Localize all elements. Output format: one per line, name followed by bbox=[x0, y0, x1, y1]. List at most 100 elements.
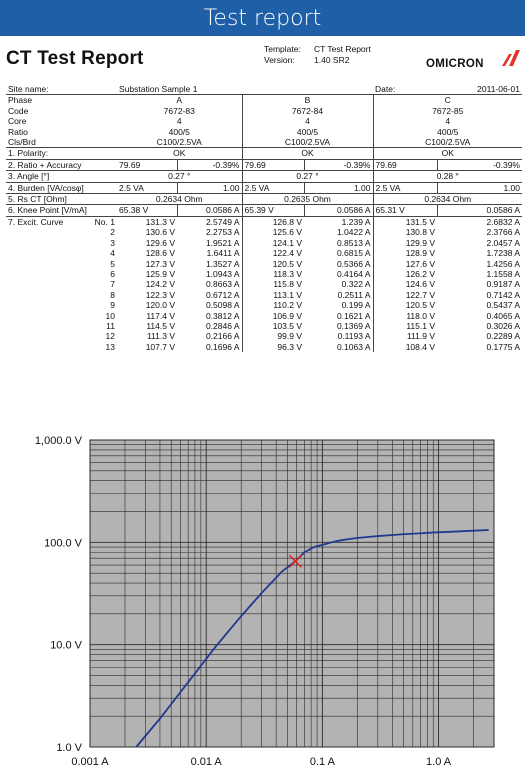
cell: 79.69 bbox=[117, 158, 177, 171]
cell: 127.3 V bbox=[145, 258, 175, 269]
row-label: Core bbox=[8, 116, 27, 127]
cell: 1.0943 A bbox=[205, 268, 240, 279]
row-label: Phase bbox=[6, 94, 117, 106]
cell: OK bbox=[117, 147, 242, 160]
cell: -0.39% bbox=[436, 158, 522, 171]
cell: 1.1558 A bbox=[486, 268, 520, 279]
cell: 113.1 V bbox=[241, 289, 304, 301]
row-label: 7 bbox=[110, 279, 115, 290]
row-label: 5 bbox=[110, 258, 115, 269]
omicron-logo: OMICRON bbox=[426, 50, 520, 72]
row-label: 9 bbox=[110, 300, 115, 311]
cell: 0.0586 A bbox=[436, 204, 522, 217]
table-row: Phase A B C bbox=[6, 94, 522, 106]
template-info: Template: CT Test Report Version: 1.40 SR2 bbox=[264, 44, 371, 66]
cell: 131.3 V bbox=[117, 215, 177, 228]
excitation-table: 7. Excit. Curve No. 1 131.3 V 2.5749 A 126.8… bbox=[6, 215, 522, 353]
cell: 0.2166 A bbox=[205, 331, 240, 342]
cell: 124.6 V bbox=[372, 279, 437, 290]
report-title: CT Test Report bbox=[6, 48, 144, 69]
cell: 118.3 V bbox=[241, 268, 304, 280]
excitation-curve-line bbox=[135, 529, 489, 748]
cell: 1.4256 A bbox=[486, 258, 520, 269]
results-table: Site name: Substation Sample 1 Date: 201… bbox=[6, 84, 522, 353]
cell: 7672-84 bbox=[241, 105, 373, 117]
cell: 0.2846 A bbox=[205, 320, 240, 331]
cell: 0.5437 A bbox=[486, 300, 520, 311]
cell: 1.00 bbox=[436, 181, 522, 194]
table-row: Core 4 4 4 bbox=[6, 116, 522, 127]
cell: 110.2 V bbox=[241, 300, 304, 311]
cell: 0.5366 A bbox=[336, 258, 371, 269]
table-row: 2. Ratio + Accuracy 79.69 -0.39% 79.69 -… bbox=[6, 158, 522, 171]
cell: 1.00 bbox=[176, 181, 242, 194]
cell: -0.39% bbox=[176, 158, 242, 171]
cell: 1.7238 A bbox=[486, 248, 520, 259]
table-row: 1. Polarity: OK OK OK bbox=[6, 147, 522, 160]
excitation-row: 8 122.3 V 0.6712 A 113.1 V 0.2511 A 122.7 V 0.… bbox=[6, 289, 522, 301]
row-label: 2. Ratio + Accuracy bbox=[6, 158, 117, 171]
cell: 0.4065 A bbox=[486, 310, 520, 321]
cell: 122.3 V bbox=[145, 289, 175, 300]
knee-point-marker bbox=[288, 554, 302, 568]
row-label: 4 bbox=[110, 248, 115, 259]
report-document: CT Test Report Template: CT Test Report V… bbox=[6, 40, 522, 375]
cell: 4 bbox=[176, 116, 182, 127]
cell: 0.1621 A bbox=[336, 310, 371, 321]
excitation-row: 7 124.2 V 0.8663 A 115.8 V 0.322 A 124.6 V 0.9… bbox=[6, 279, 522, 290]
row-label: 6 bbox=[110, 268, 115, 279]
row-label: 10 bbox=[105, 310, 115, 321]
cell: 1.00 bbox=[303, 181, 373, 194]
cell: 0.0586 A bbox=[176, 204, 242, 217]
cell: 115.1 V bbox=[372, 320, 437, 332]
row-label: Cls/Brd bbox=[8, 137, 36, 148]
template-label: Template: bbox=[264, 44, 301, 54]
x-tick-label: 0.001 A bbox=[71, 756, 109, 768]
window-title-bar: Test report bbox=[0, 0, 525, 36]
cell: 2.5 VA bbox=[117, 181, 177, 194]
cell: 120.5 V bbox=[241, 258, 304, 269]
cell: 99.9 V bbox=[241, 331, 304, 342]
cell: 114.5 V bbox=[146, 320, 175, 331]
site-row: Site name: Substation Sample 1 Date: 201… bbox=[6, 84, 522, 95]
table-row: 6. Knee Point [V/mA] 65.38 V 0.0586 A 65… bbox=[6, 204, 522, 217]
cell: 129.9 V bbox=[372, 237, 437, 249]
row-label: 1. Polarity: bbox=[6, 147, 117, 160]
cell: 79.69 bbox=[241, 158, 304, 171]
cell: 2.0457 A bbox=[486, 237, 520, 248]
cell: 127.6 V bbox=[372, 258, 437, 269]
table-row: Code 7672-83 7672-84 7672-85 bbox=[6, 105, 522, 117]
cell: 1.239 A bbox=[304, 215, 373, 228]
cell: 0.1775 A bbox=[486, 341, 520, 352]
cell: 118.0 V bbox=[372, 310, 437, 321]
cell: 0.7142 A bbox=[486, 289, 520, 300]
cell: B bbox=[241, 94, 373, 106]
cell: 128.9 V bbox=[372, 248, 437, 259]
cell: 0.1063 A bbox=[336, 341, 371, 352]
row-label: 11 bbox=[106, 320, 115, 331]
table-row: Ratio 400/5 400/5 400/5 bbox=[6, 126, 522, 138]
row-label: 8 bbox=[110, 289, 115, 300]
cell: 0.6712 A bbox=[205, 289, 240, 300]
table-row: 4. Burden [VA/cosφ] 2.5 VA 1.00 2.5 VA 1… bbox=[6, 181, 522, 194]
cell: 115.8 V bbox=[241, 279, 304, 290]
cell: 2.5749 A bbox=[177, 215, 242, 228]
cell: 2.2753 A bbox=[205, 227, 240, 238]
excitation-no-label: No. 1 bbox=[94, 216, 115, 227]
cell: 0.8663 A bbox=[205, 279, 240, 290]
cell: 0.28 ° bbox=[372, 170, 522, 183]
row-label: 5. Rs CT [Ohm] bbox=[6, 193, 117, 205]
cell: 2.6832 A bbox=[437, 215, 522, 228]
cell: 0.322 A bbox=[341, 279, 371, 290]
cell: 0.2511 A bbox=[337, 289, 371, 300]
cell: 0.3812 A bbox=[205, 310, 240, 321]
version-label: Version: bbox=[264, 55, 295, 65]
cell: A bbox=[117, 94, 242, 106]
cell: 400/5 bbox=[372, 126, 522, 138]
cell: 0.2635 Ohm bbox=[241, 193, 373, 205]
cell: 129.6 V bbox=[145, 237, 175, 248]
cell: 4 bbox=[372, 116, 522, 127]
row-label: 7. Excit. Curve No. 1 bbox=[6, 215, 117, 228]
cell: 126.2 V bbox=[372, 268, 437, 280]
cell: 7672-85 bbox=[372, 105, 522, 117]
